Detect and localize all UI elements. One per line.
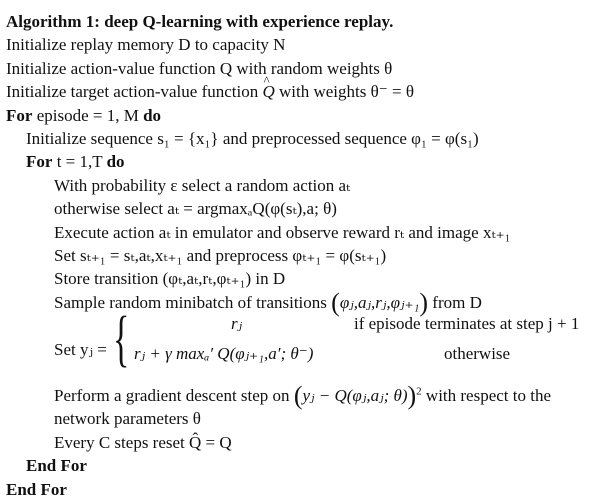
left-paren: ( xyxy=(331,287,340,317)
do-keyword: do xyxy=(143,105,162,125)
line-init-target: Initialize target action-value function … xyxy=(6,69,612,103)
line-init-replay: Initialize replay memory D to capacity N xyxy=(6,35,286,55)
gradient-right-paren: ) xyxy=(407,381,417,411)
for-keyword-inner: For xyxy=(26,152,53,172)
line-for-episode: For episode = 1, M do xyxy=(6,104,612,127)
gradient-with-respect: with respect to the xyxy=(421,386,552,406)
line-sample-minibatch: Sample random minibatch of transitions (… xyxy=(6,287,612,317)
init-target-text: Initialize target action-value function xyxy=(6,82,263,102)
sample-text: Sample random minibatch of transitions xyxy=(54,292,332,312)
case1-value: rⱼ xyxy=(231,314,243,334)
line-otherwise-select: otherwise select aₜ = argmaxₐQ(φ(sₜ),a; … xyxy=(54,199,337,219)
for-keyword: For xyxy=(6,105,33,125)
init-target-weights: with weights θ⁻ = θ xyxy=(274,82,414,102)
gradient-left-paren: ( xyxy=(293,381,303,411)
case1-condition: if episode terminates at step j + 1 xyxy=(354,314,580,334)
for-t-range: t = 1,T xyxy=(52,152,107,172)
line-set-state: Set sₜ₊₁ = sₜ,aₜ,xₜ₊₁ and preprocess φₜ₊… xyxy=(54,245,387,265)
target-definition: Set yⱼ = { rⱼ if episode terminates at s… xyxy=(6,308,612,384)
gradient-expression: yⱼ − Q(φⱼ,aⱼ; θ) xyxy=(302,386,408,406)
line-init-sequence: Initialize sequence s₁ = {x₁} and prepro… xyxy=(26,128,479,148)
line-every-c-steps: Every C steps reset Q̂ = Q xyxy=(54,432,232,452)
curly-brace: { xyxy=(113,305,130,374)
line-execute-action: Execute action aₜ in emulator and observ… xyxy=(54,222,511,242)
gradient-text: Perform a gradient descent step on xyxy=(54,386,294,406)
for-episode-range: episode = 1, M xyxy=(32,105,144,125)
gradient-square: 2 xyxy=(416,385,422,398)
sample-from-d: from D xyxy=(428,292,482,312)
line-probability: With probability ε select a random actio… xyxy=(54,175,351,195)
line-network-params: network parameters θ xyxy=(54,409,201,429)
right-paren: ) xyxy=(419,287,429,317)
set-y-label: Set yⱼ = xyxy=(54,340,107,360)
line-gradient-step: Perform a gradient descent step on (yⱼ −… xyxy=(6,381,612,411)
line-for-t: For t = 1,T do xyxy=(6,150,612,173)
case2-condition: otherwise xyxy=(444,344,511,364)
q-hat-symbol: Q xyxy=(262,69,274,103)
do-keyword-inner: do xyxy=(106,152,125,172)
line-store-transition: Store transition (φₜ,aₜ,rₜ,φₜ₊₁) in D xyxy=(54,269,286,289)
line-init-q: Initialize action-value function Q with … xyxy=(6,58,393,78)
end-for-inner: End For xyxy=(26,456,87,476)
algorithm-title: Algorithm 1: deep Q-learning with experi… xyxy=(6,12,394,31)
end-for-outer: End For xyxy=(6,479,67,499)
case2-value: rⱼ + γ maxₐ′ Q(φⱼ₊₁,a′; θ⁻) xyxy=(134,344,314,364)
sample-tuple: φⱼ,aⱼ,rⱼ,φⱼ₊₁ xyxy=(339,292,420,312)
